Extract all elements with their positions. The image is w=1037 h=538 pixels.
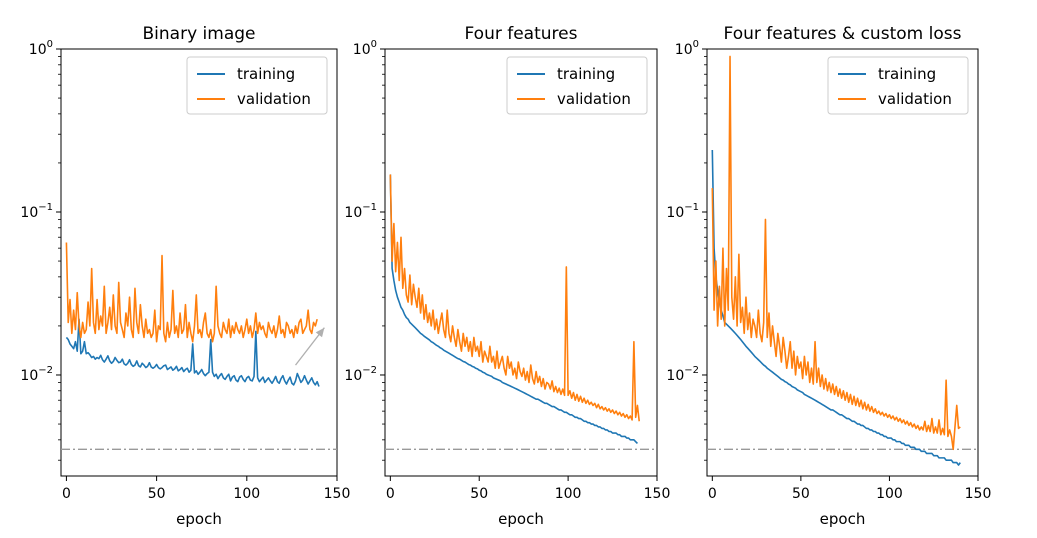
legend-label-training: training bbox=[878, 65, 936, 83]
x-axis-label: epoch bbox=[820, 510, 866, 528]
x-tick-label: 0 bbox=[386, 486, 395, 502]
x-tick-label: 100 bbox=[233, 486, 260, 502]
panel-3: Four features & custom loss 0 50 100 150 epoc… bbox=[666, 24, 991, 528]
y-tick-label: 100 bbox=[29, 39, 53, 58]
x-tick-label: 0 bbox=[62, 486, 71, 502]
series-line-training bbox=[65, 318, 320, 387]
legend-label-training: training bbox=[237, 65, 295, 83]
series-line-validation bbox=[389, 174, 641, 422]
x-tick-label: 50 bbox=[470, 486, 488, 502]
legend-label-training: training bbox=[557, 65, 615, 83]
y-tick-label: 10−2 bbox=[20, 365, 53, 384]
y-tick-label: 100 bbox=[353, 39, 377, 58]
legend-label-validation: validation bbox=[878, 90, 952, 108]
series-line-training bbox=[389, 174, 639, 445]
x-tick-label: 0 bbox=[708, 486, 717, 502]
y-tick-label: 10−1 bbox=[666, 202, 699, 221]
axes-frame bbox=[706, 48, 979, 477]
legend: training validation bbox=[827, 56, 969, 115]
x-tick-label: 50 bbox=[148, 486, 166, 502]
plot-area bbox=[707, 55, 978, 466]
y-tick-label: 10−1 bbox=[20, 202, 53, 221]
x-tick-label: 150 bbox=[324, 486, 351, 502]
y-tick-label: 100 bbox=[675, 39, 699, 58]
legend: training validation bbox=[186, 56, 328, 115]
annotation-arrow-head bbox=[315, 327, 325, 338]
x-tick-label: 50 bbox=[792, 486, 810, 502]
y-tick-label: 10−1 bbox=[344, 202, 377, 221]
panel-2: Four features 0 50 100 150 epoch 10−2 10−1 100 tr… bbox=[344, 24, 670, 528]
panel-1: Binary image 0 50 100 150 epoch 10−2 10−1 100 tra… bbox=[20, 24, 350, 528]
panel-title: Four features & custom loss bbox=[724, 24, 962, 44]
panel-title: Four features bbox=[465, 24, 578, 44]
legend-label-validation: validation bbox=[237, 90, 311, 108]
axes-frame bbox=[60, 48, 338, 477]
panel-title: Binary image bbox=[143, 24, 256, 44]
plot-area bbox=[385, 174, 657, 450]
series-line-validation bbox=[711, 55, 961, 451]
y-tick-label: 10−2 bbox=[666, 365, 699, 384]
series-line-training bbox=[711, 150, 961, 466]
x-axis-label: epoch bbox=[498, 510, 544, 528]
x-tick-label: 150 bbox=[965, 486, 992, 502]
x-tick-label: 150 bbox=[644, 486, 671, 502]
axes-frame bbox=[384, 48, 658, 477]
legend: training validation bbox=[506, 56, 648, 115]
plot-area bbox=[61, 242, 337, 450]
y-tick-label: 10−2 bbox=[344, 365, 377, 384]
series-line-validation bbox=[65, 242, 318, 343]
x-axis-label: epoch bbox=[176, 510, 222, 528]
x-tick-label: 100 bbox=[876, 486, 903, 502]
x-tick-label: 100 bbox=[555, 486, 582, 502]
legend-label-validation: validation bbox=[557, 90, 631, 108]
